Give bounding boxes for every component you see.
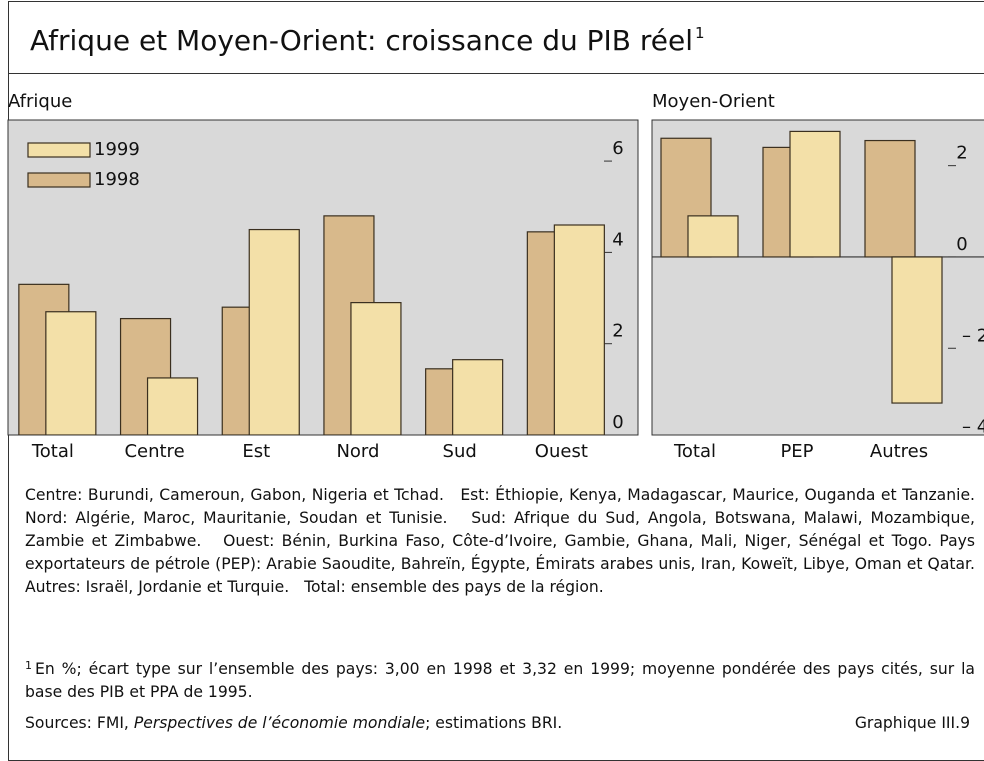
x-tick-label: PEP: [780, 441, 813, 462]
y-tick-label: 6: [612, 138, 623, 159]
bar: [146, 377, 199, 435]
bar: [864, 139, 916, 258]
plot: [652, 130, 984, 404]
bar: [45, 311, 97, 435]
x-tick-label: Centre: [124, 441, 184, 462]
page: Afrique et Moyen-Orient: croissance du P…: [7, 1, 984, 761]
source-suffix: ; estimations BRI.: [425, 714, 563, 732]
y-tick-label: – 4: [962, 417, 984, 438]
plot: [18, 160, 612, 435]
legend-label: 1998: [94, 169, 140, 190]
bar: [687, 215, 739, 258]
title-note: 1: [695, 24, 705, 42]
bar: [452, 359, 504, 435]
source-prefix: Sources: FMI,: [25, 714, 129, 732]
title-text: Afrique et Moyen-Orient: croissance du P…: [30, 24, 693, 57]
y-tick-label: 2: [956, 143, 967, 164]
bar: [789, 130, 841, 258]
footnote-mark: 1: [25, 659, 32, 672]
legend-label: 1999: [94, 139, 140, 160]
y-tick-label: 0: [956, 234, 967, 255]
x-tick-label: Total: [31, 441, 74, 462]
panel-title: Moyen-Orient: [652, 91, 775, 112]
bar: [891, 256, 943, 404]
y-tick-label: 2: [612, 321, 623, 342]
y-tick-label: 4: [612, 229, 623, 250]
panel-title: Afrique: [8, 91, 72, 112]
footnote: En %; écart type sur l’ensemble des pays…: [25, 660, 980, 701]
source-title: Perspectives de l’économie mondiale: [133, 714, 426, 732]
x-tick-label: Est: [242, 441, 270, 462]
y-tick-label: 0: [612, 412, 623, 433]
sources: Sources: FMI, Perspectives de l’économie…: [25, 714, 562, 732]
x-tick-label: Total: [673, 441, 716, 462]
bar: [553, 224, 605, 435]
bar: [248, 228, 300, 435]
x-tick-label: Ouest: [535, 441, 588, 462]
y-tick-label: – 2: [962, 325, 984, 346]
title-rule: [8, 73, 984, 74]
notes: Centre: Burundi, Cameroun, Gabon, Nigeri…: [25, 486, 975, 596]
charts: Afrique 0 2 4 6 Total Centre Est Nord Sud Ouest 199…: [7, 91, 984, 462]
footnote-block: 1 En %; écart type sur l’ensemble des pay…: [25, 654, 975, 704]
x-tick-label: Sud: [443, 441, 477, 462]
title: Afrique et Moyen-Orient: croissance du P…: [30, 24, 705, 57]
legend-swatch: [27, 172, 91, 188]
x-tick-label: Autres: [870, 441, 928, 462]
bar: [350, 302, 402, 435]
legend-swatch: [27, 142, 91, 158]
chart-number: Graphique III.9: [854, 714, 970, 732]
x-tick-label: Nord: [336, 441, 379, 462]
